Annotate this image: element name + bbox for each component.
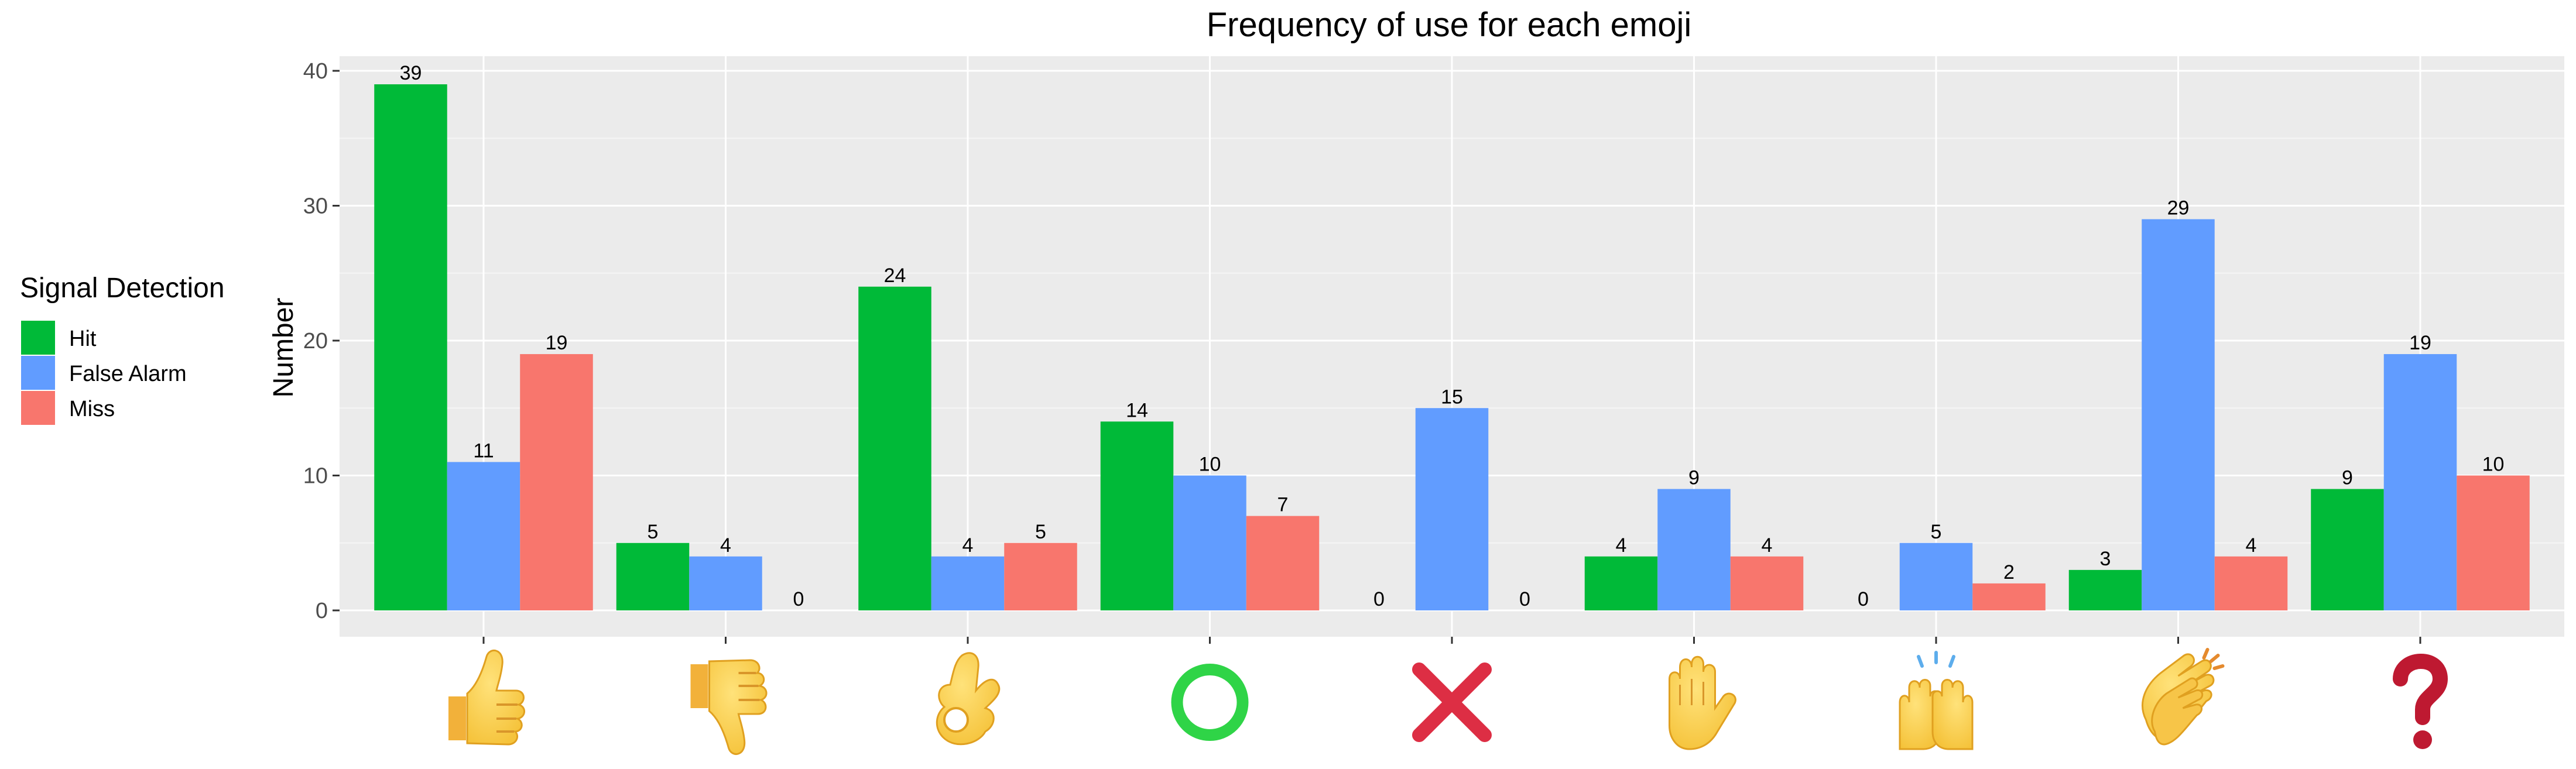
bar-value-label: 15: [1441, 386, 1463, 408]
bar-hit-clapping-hands: [2068, 569, 2142, 610]
circle-icon: [1171, 664, 1249, 741]
data-labels: 39 11 19 5 4 0 24 4 5 14 10 7 0 15 0 4 9 4 0 5 2 3 29 4 9 19 10: [400, 62, 2505, 610]
raised-hand-icon: [1669, 655, 1736, 750]
legend: Signal Detection Hit False Alarm Miss: [20, 273, 225, 425]
ok-hand-icon: [936, 652, 1001, 746]
thumbs-down-icon: [690, 659, 768, 755]
bar-hit-ok-hand: [858, 286, 931, 610]
bar-value-label: 4: [720, 534, 731, 557]
bar-value-label: 0: [1519, 588, 1530, 610]
thumbs-up-icon: [448, 650, 525, 746]
x-axis-icons: [448, 648, 2448, 755]
clapping-hands-icon: [2142, 648, 2225, 746]
bar-value-label: 0: [1858, 588, 1869, 610]
legend-title: Signal Detection: [20, 273, 225, 304]
bar-false-alarm-ok-hand: [931, 556, 1005, 610]
bar-value-label: 0: [793, 588, 804, 610]
y-axis: 0 10 20 30 40: [303, 59, 340, 623]
bar-value-label: 19: [2409, 332, 2431, 354]
bar-value-label: 4: [2246, 534, 2257, 557]
y-tick-label: 30: [303, 194, 328, 219]
bar-value-label: 9: [2342, 467, 2353, 489]
bar-hit-thumbs-up: [374, 84, 447, 611]
bar-value-label: 10: [2482, 454, 2505, 476]
bar-value-label: 3: [2100, 548, 2111, 570]
chart-title: Frequency of use for each emoji: [1207, 6, 1692, 44]
bar-value-label: 4: [1616, 534, 1627, 557]
bar-value-label: 4: [962, 534, 974, 557]
bar-false-alarm-thumbs-up: [447, 462, 520, 610]
bar-value-label: 9: [1688, 467, 1700, 489]
bar-false-alarm-raised-hand: [1657, 489, 1731, 610]
y-axis-title: Number: [268, 298, 299, 398]
bar-hit-thumbs-down: [616, 543, 690, 610]
bar-false-alarm-raising-hands: [1899, 543, 1973, 610]
legend-label: Miss: [69, 397, 115, 421]
legend-swatch: [21, 391, 55, 425]
bar-hit-question-mark: [2311, 489, 2384, 610]
legend-label: False Alarm: [69, 362, 187, 386]
legend-swatch: [21, 321, 55, 355]
bar-miss-ok-hand: [1004, 543, 1077, 610]
bar-hit-circle: [1100, 421, 1174, 610]
legend-label: Hit: [69, 327, 97, 351]
legend-items: Hit False Alarm Miss: [21, 321, 187, 425]
bar-value-label: 11: [473, 440, 494, 462]
y-tick-label: 0: [316, 599, 328, 623]
y-tick-label: 10: [303, 464, 328, 489]
bar-false-alarm-cross-mark: [1415, 408, 1489, 610]
bar-false-alarm-question-mark: [2383, 354, 2457, 610]
x-axis: [482, 637, 2421, 644]
bar-value-label: 14: [1126, 399, 1148, 421]
bar-miss-thumbs-up: [520, 354, 593, 610]
bar-value-label: 7: [1277, 494, 1289, 516]
cross-mark-icon: [1412, 662, 1492, 742]
raising-hands-icon: [1899, 651, 1974, 750]
bar-false-alarm-circle: [1173, 475, 1246, 610]
bar-value-label: 19: [546, 332, 568, 354]
bar-value-label: 10: [1199, 454, 1221, 476]
bar-miss-raised-hand: [1730, 556, 1804, 610]
bar-miss-raising-hands: [1972, 583, 2046, 610]
bar-miss-clapping-hands: [2214, 556, 2288, 610]
bar-value-label: 5: [1931, 521, 1942, 543]
bar-value-label: 29: [2167, 197, 2190, 219]
legend-swatch: [21, 356, 55, 390]
bar-hit-raised-hand: [1584, 556, 1658, 610]
bar-value-label: 4: [1762, 534, 1773, 557]
bar-value-label: 0: [1373, 588, 1385, 610]
bar-value-label: 2: [2003, 561, 2015, 583]
bar-false-alarm-thumbs-down: [689, 556, 762, 610]
bar-miss-circle: [1246, 516, 1320, 610]
y-tick-label: 40: [303, 59, 328, 84]
bar-value-label: 5: [648, 521, 659, 543]
bar-false-alarm-clapping-hands: [2142, 219, 2215, 610]
y-tick-label: 20: [303, 329, 328, 353]
bar-miss-question-mark: [2457, 475, 2530, 610]
bars: [374, 84, 2530, 611]
bar-value-label: 39: [400, 62, 422, 84]
question-mark-icon: [2393, 654, 2448, 749]
bar-value-label: 5: [1035, 521, 1046, 543]
bar-value-label: 24: [884, 265, 906, 287]
